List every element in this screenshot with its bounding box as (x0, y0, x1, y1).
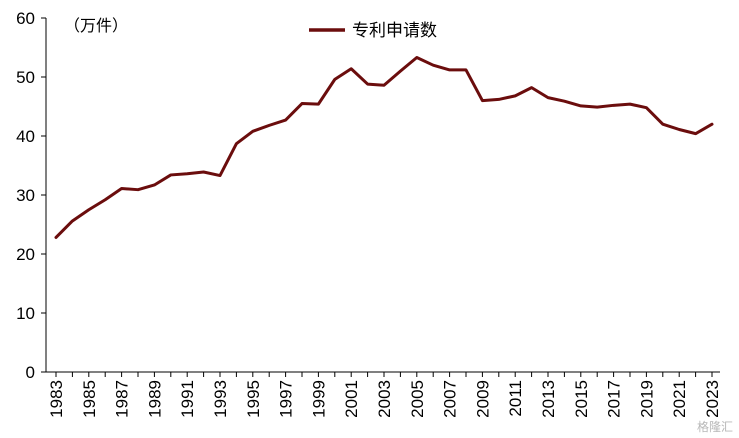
x-tick-label: 2009 (473, 380, 492, 418)
legend: 专利申请数 (309, 21, 437, 41)
x-tick-label: 1997 (277, 380, 296, 418)
watermark-text: 格隆汇 (697, 419, 733, 434)
x-tick-label: 2007 (441, 380, 460, 418)
x-tick-label: 2013 (539, 380, 558, 418)
x-tick-label: 2021 (670, 380, 689, 418)
y-tick-label: 20 (16, 245, 35, 264)
y-tick-label: 60 (16, 9, 35, 28)
x-tick-label: 1999 (309, 380, 328, 418)
y-axis: 0 10 20 30 40 50 60 (16, 9, 47, 382)
y-tick-label: 40 (16, 127, 35, 146)
x-tick-label: 2015 (572, 380, 591, 418)
x-tick-label: 2001 (342, 380, 361, 418)
x-tick-label: 1983 (47, 380, 66, 418)
unit-label: （万件） (64, 16, 128, 35)
y-tick-label: 30 (16, 186, 35, 205)
x-tick-label: 2003 (375, 380, 394, 418)
x-tick-label: 1985 (80, 380, 99, 418)
x-axis: 1983 1985 1987 1989 1991 1993 1995 1997 1999 2001… (46, 371, 722, 418)
y-tick-label: 0 (26, 363, 35, 382)
y-tick-label: 10 (16, 304, 35, 323)
x-tick-label: 1987 (113, 380, 132, 418)
series-layer (54, 56, 714, 239)
x-tick-label: 1995 (244, 380, 263, 418)
x-tick-label: 2019 (637, 380, 656, 418)
x-tick-label: 1989 (145, 380, 164, 418)
x-tick-label: 2017 (605, 380, 624, 418)
y-tick-label: 50 (16, 68, 35, 87)
x-tick-label: 2023 (703, 380, 722, 418)
x-tick-label: 2005 (408, 380, 427, 418)
x-tick-label: 1991 (178, 380, 197, 418)
x-tick-label: 2011 (506, 380, 525, 417)
x-tick-label: 1993 (211, 380, 230, 418)
legend-label: 专利申请数 (352, 21, 437, 41)
series-line (54, 56, 714, 239)
